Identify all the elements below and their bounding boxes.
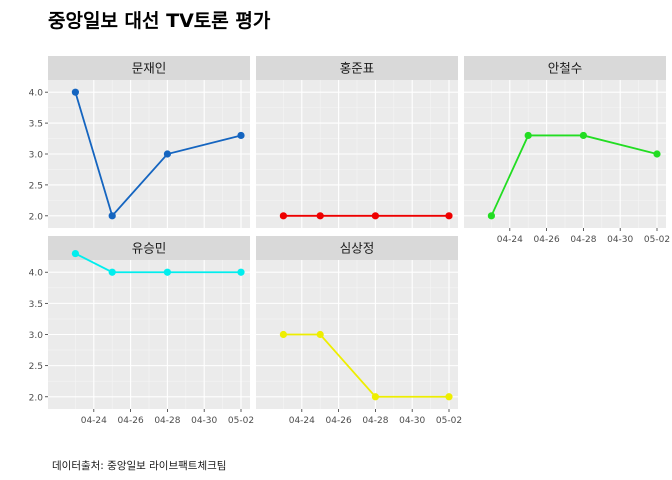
panel-5-data-point (445, 393, 453, 401)
y-tick-label: 2.5 (29, 181, 43, 191)
panel-1-strip (48, 56, 250, 80)
x-tick-label: 04-24 (81, 416, 107, 426)
panel-3-strip (464, 56, 666, 80)
x-tick-label: 05-02 (228, 416, 254, 426)
x-tick-label: 04-30 (191, 416, 217, 426)
panel-4-data-point (237, 268, 245, 276)
y-tick-label: 4.0 (29, 89, 44, 99)
y-tick-label: 4.0 (29, 269, 44, 279)
y-tick-label: 3.0 (29, 151, 44, 161)
x-tick-label: 04-26 (534, 235, 560, 245)
panel-3-data-point (524, 131, 532, 140)
x-tick-label: 04-24 (289, 416, 315, 426)
y-tick-label: 2.0 (29, 393, 44, 403)
x-tick-label: 04-24 (497, 235, 523, 245)
panel-3-data-point (579, 131, 588, 140)
x-tick-label: 04-26 (326, 416, 352, 426)
panel-1-data-point (108, 212, 116, 220)
panel-5-data-point (316, 330, 324, 339)
panel-3-strip-label: 안철수 (548, 61, 583, 76)
panel-3-data-point (487, 212, 495, 220)
panel-2-strip (256, 56, 458, 80)
x-tick-label: 04-28 (362, 416, 388, 426)
panel-1-data-point (71, 88, 79, 96)
panel-4-data-point (163, 268, 171, 276)
panel-2-strip-label: 홍준표 (340, 61, 375, 76)
panel-2-data-point (445, 212, 453, 220)
chart-caption: 데이터출처: 중앙일보 라이브팩트체크팀 (52, 460, 227, 472)
panel-2-data-point (371, 212, 379, 220)
x-tick-label: 04-28 (570, 235, 596, 245)
panel-4-data-point (71, 249, 79, 258)
panel-1-strip-label: 문재인 (132, 61, 167, 76)
y-tick-label: 3.5 (29, 120, 43, 130)
x-tick-label: 05-02 (436, 416, 462, 426)
panel-3-data-point (653, 150, 661, 158)
panel-5-data-point (371, 393, 379, 401)
panel-4-strip-label: 유승민 (132, 241, 167, 256)
y-tick-label: 2.0 (29, 212, 44, 222)
panel-4-data-point (108, 268, 116, 276)
x-tick-label: 04-30 (607, 235, 633, 245)
panel-5-strip-label: 심상정 (340, 241, 375, 256)
panel-1-series-line (74, 91, 242, 218)
panel-1-data-point (163, 150, 171, 158)
y-tick-label: 3.5 (29, 300, 43, 310)
panel-2-data-point (316, 212, 324, 220)
panel-5-data-point (279, 330, 287, 339)
x-tick-label: 04-28 (154, 416, 180, 426)
x-tick-label: 05-02 (644, 235, 670, 245)
panel-4-series-line (74, 252, 241, 274)
y-tick-label: 3.0 (29, 331, 44, 341)
panel-3-series-line (490, 134, 658, 217)
chart-title: 중앙일보 대선 TV토론 평가 (48, 10, 271, 32)
panel-5-strip (256, 236, 458, 260)
y-tick-label: 2.5 (29, 362, 43, 372)
panel-5-series-line (283, 333, 449, 398)
x-tick-label: 04-26 (118, 416, 144, 426)
x-tick-label: 04-30 (399, 416, 425, 426)
panel-2-data-point (279, 212, 287, 220)
panel-1-data-point (237, 131, 245, 140)
